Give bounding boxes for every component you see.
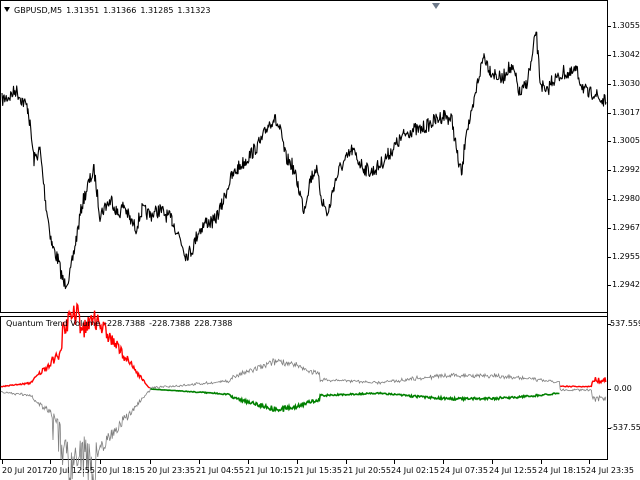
time-axis-label: 20 Jul 18:15 xyxy=(97,466,145,475)
symbol-label: GBPUSD,M5 xyxy=(14,6,63,15)
open-value: 1.31351 xyxy=(66,6,100,15)
time-axis-label: 24 Jul 02:15 xyxy=(391,466,439,475)
dropdown-triangle-icon[interactable] xyxy=(4,7,10,12)
indicator-name: Quantum Trend Volume xyxy=(6,319,101,328)
close-value: 1.31323 xyxy=(177,6,211,15)
indicator-value-3: 228.7388 xyxy=(194,319,233,328)
high-value: 1.31366 xyxy=(103,6,137,15)
indicator-header: Quantum Trend Volume -228.7388 -228.7388 22… xyxy=(6,319,232,329)
symbol-header: GBPUSD,M5 1.31351 1.31366 1.31285 1.31323 xyxy=(14,6,211,16)
time-axis-label: 20 Jul 12:55 xyxy=(47,466,95,475)
price-axis-label: 1.29800 xyxy=(612,194,640,203)
time-axis-label: 21 Jul 20:55 xyxy=(343,466,391,475)
time-axis-label: 20 Jul 2017 xyxy=(2,466,48,475)
indicator-bearish-line xyxy=(150,388,560,413)
price-axis-label: 1.29550 xyxy=(612,252,640,261)
time-axis-label: 24 Jul 12:55 xyxy=(489,466,537,475)
time-axis-label: 20 Jul 23:35 xyxy=(147,466,195,475)
price-axis-label: 1.30175 xyxy=(612,108,640,117)
indicator-bullish-line xyxy=(0,302,151,389)
price-axis-label: 1.30425 xyxy=(612,50,640,59)
time-axis-label: 21 Jul 04:55 xyxy=(196,466,244,475)
price-axis-label: 1.29675 xyxy=(612,223,640,232)
price-chart-frame[interactable] xyxy=(0,0,608,313)
chart-shift-marker-icon[interactable] xyxy=(432,3,440,9)
price-series-line xyxy=(1,31,607,290)
time-axis-label: 24 Jul 07:35 xyxy=(440,466,488,475)
indicator-axis-label: 537.5594 xyxy=(610,319,640,328)
price-axis-label: 1.30050 xyxy=(612,136,640,145)
time-axis-label: 21 Jul 10:15 xyxy=(245,466,293,475)
low-value: 1.31285 xyxy=(140,6,174,15)
price-axis-label: 1.29925 xyxy=(612,165,640,174)
time-axis-label: 24 Jul 23:35 xyxy=(586,466,634,475)
indicator-axis-label: 0.00 xyxy=(614,384,632,393)
indicator-value-1: -228.7388 xyxy=(104,319,146,328)
indicator-gray-line xyxy=(0,358,607,480)
indicator-bullish-line-end xyxy=(560,377,607,388)
indicator-subwindow-frame[interactable] xyxy=(0,316,608,460)
indicator-axis-label: -537.5594 xyxy=(610,423,640,432)
indicator-value-2: -228.7388 xyxy=(149,319,191,328)
price-axis-label: 1.30555 xyxy=(612,21,640,30)
time-axis-label: 24 Jul 18:15 xyxy=(538,466,586,475)
time-axis-label: 21 Jul 15:35 xyxy=(294,466,342,475)
price-axis-label: 1.30300 xyxy=(612,79,640,88)
